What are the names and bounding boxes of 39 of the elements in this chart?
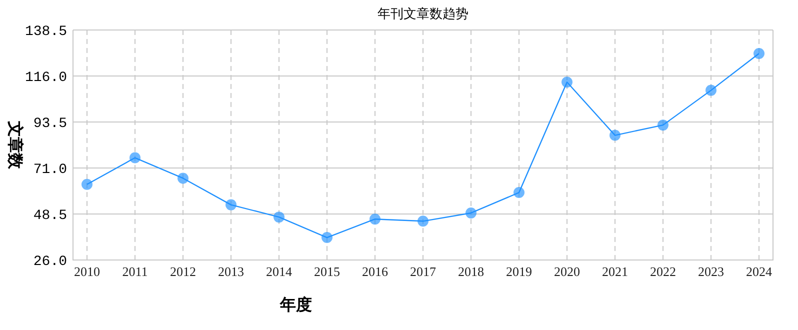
point (466, 207, 476, 218)
y-tick-label: 71.0 (33, 162, 67, 178)
y-tick-label: 26.0 (33, 254, 67, 270)
x-tick-label: 2022 (650, 264, 676, 279)
point (130, 152, 140, 164)
x-axis-title: 年度 (279, 295, 312, 314)
y-axis-title: 文章数 (6, 120, 24, 170)
point (82, 178, 92, 190)
point (418, 216, 428, 227)
x-tick-label: 2020 (554, 264, 580, 279)
point (514, 187, 524, 198)
x-tick-label: 2018 (458, 264, 484, 279)
x-tick-label: 2021 (602, 264, 628, 279)
y-tick-label: 138.5 (24, 24, 67, 40)
point (562, 76, 572, 88)
point (370, 214, 380, 225)
x-tick-label: 2011 (122, 264, 148, 279)
point (706, 84, 716, 96)
x-tick-label: 2012 (170, 264, 196, 279)
point (754, 48, 764, 60)
x-tick-label: 2010 (74, 264, 100, 279)
x-tick-label: 2016 (362, 264, 388, 279)
x-tick-label: 2017 (410, 264, 436, 279)
x-tick-label: 2013 (218, 264, 244, 279)
y-tick-label: 48.5 (33, 208, 67, 224)
x-tick-label: 2015 (314, 264, 340, 279)
y-tick-label: 93.5 (33, 116, 67, 132)
x-tick-label: 2014 (266, 264, 292, 279)
point (322, 232, 332, 244)
x-tick-label: 2024 (746, 264, 772, 279)
point (610, 130, 620, 141)
point (226, 199, 236, 210)
chart-title: 年刊文章数趋势 (378, 6, 468, 21)
point (274, 212, 284, 223)
x-tick-label: 2019 (506, 264, 532, 279)
point (658, 120, 668, 131)
point (178, 172, 188, 184)
y-tick-label: 116.0 (24, 70, 67, 86)
x-tick-label: 2023 (698, 264, 724, 279)
